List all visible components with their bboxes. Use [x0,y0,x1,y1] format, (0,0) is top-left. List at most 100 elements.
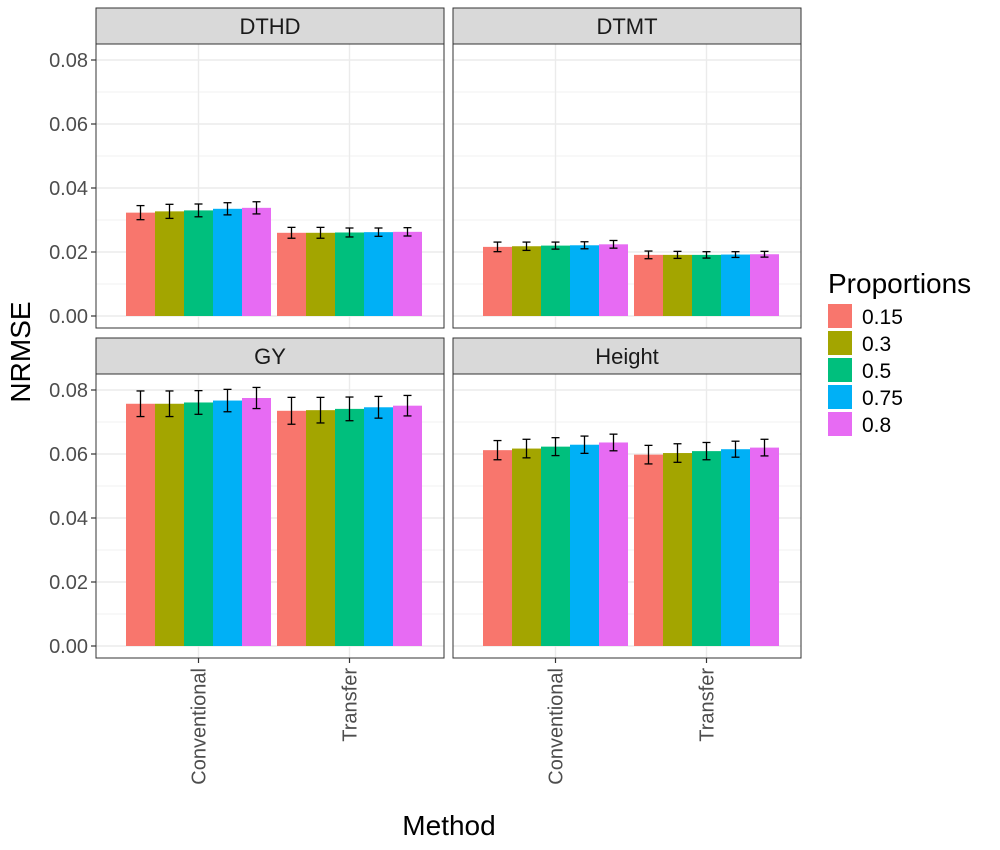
bar-dthd-conventional-0.3 [155,211,184,316]
panel-border [95,43,445,329]
y-axis-title: NRMSE [5,301,36,402]
y-tick-label: 0.06 [49,114,88,136]
bar-height-transfer-0.5 [692,451,721,646]
error-bar [731,440,740,458]
panel-border [452,43,802,329]
legend-label: 0.5 [862,360,891,383]
facet-strip-label: DTHD [239,14,300,39]
bar-height-conventional-0.15 [483,450,512,646]
facet-strip [95,7,445,45]
legend-swatch [828,358,852,382]
error-bar [644,444,653,465]
error-bar [223,388,232,413]
error-bar [702,251,711,259]
bar-dtmt-transfer-0.15 [634,254,663,316]
legend: Proportions 0.15 0.3 0.5 0.75 0.8 [828,268,971,437]
legend-label: 0.75 [862,387,903,410]
bar-dthd-conventional-0.5 [184,210,213,316]
bar-gy-conventional-0.15 [126,403,155,646]
error-bar [316,396,325,424]
legend-item-0.5: 0.5 [828,358,891,383]
y-tick-label: 0.04 [49,508,88,530]
bar-gy-transfer-0.75 [364,407,393,646]
bar-height-transfer-0.3 [663,453,692,646]
legend-swatch [828,331,852,355]
error-bar [165,203,174,220]
error-bar [493,241,502,253]
error-bar [731,251,740,259]
error-bar [609,239,618,249]
error-bar [580,435,589,455]
error-bar [136,204,145,221]
error-bar [673,443,682,463]
facet-strip [452,7,802,45]
error-bar [580,241,589,250]
legend-label: 0.15 [862,306,903,329]
bar-dthd-conventional-0.75 [213,208,242,316]
error-bar [609,433,618,452]
facet-panel-dtmt: DTMT [452,7,802,329]
facet-strip-label: Height [595,344,659,369]
error-bar [287,226,296,239]
error-bar [760,250,769,258]
error-bar [551,241,560,250]
error-bar [136,390,145,418]
error-bar [165,390,174,418]
legend-swatch [828,412,852,436]
bar-gy-transfer-0.15 [277,410,306,646]
facet-strip [452,337,802,375]
facet-panel-height: Height [452,337,802,659]
y-tick-label: 0.04 [49,178,88,200]
legend-swatch [828,304,852,328]
bar-dthd-conventional-0.15 [126,212,155,316]
error-bar [403,227,412,237]
bar-dthd-transfer-0.3 [306,232,335,316]
error-bar [194,203,203,218]
x-axis-layer: Conventional Transfer Conventional Transfer [189,658,719,785]
legend-item-0.75: 0.75 [828,385,903,410]
error-bar [316,226,325,239]
legend-item-0.8: 0.8 [828,412,891,437]
panel-border [95,373,445,659]
bar-dtmt-conventional-0.5 [541,245,570,316]
x-tick-label: Conventional [189,668,211,785]
error-bar [551,437,560,457]
error-bar [223,202,232,216]
x-tick-label: Transfer [340,668,362,742]
legend-label: 0.3 [862,333,891,356]
y-tick-label: 0.08 [49,50,88,72]
bar-dthd-transfer-0.15 [277,232,306,316]
bar-height-conventional-0.5 [541,446,570,646]
error-bar [252,386,261,410]
bar-gy-conventional-0.75 [213,400,242,646]
facet-panel-dthd: DTHD [95,7,445,329]
error-bar [522,241,531,252]
y-tick-label: 0.06 [49,444,88,466]
panels-layer: DTHD DTMT GY Height [95,7,802,659]
bar-gy-transfer-0.3 [306,410,335,646]
error-bar [345,396,354,422]
legend-item-0.3: 0.3 [828,331,891,356]
bar-gy-transfer-0.8 [393,405,422,646]
facet-strip-label: DTMT [596,14,657,39]
error-bar [760,438,769,457]
bar-dtmt-conventional-0.3 [512,246,541,316]
bar-dtmt-conventional-0.75 [570,245,599,316]
bar-dtmt-transfer-0.5 [692,254,721,316]
bar-dthd-transfer-0.5 [335,232,364,316]
error-bar [403,394,412,417]
y-axis-layer: 0.00 0.02 0.04 0.06 0.08 0.00 0.02 0.04 0.06 0.08 [49,50,96,658]
bar-dthd-conventional-0.8 [242,207,271,316]
bar-height-conventional-0.3 [512,448,541,646]
facet-panel-gy: GY [95,337,445,659]
error-bar [522,438,531,459]
y-tick-label: 0.00 [49,636,88,658]
bar-gy-conventional-0.8 [242,398,271,646]
legend-title: Proportions [828,268,971,299]
bar-height-transfer-0.15 [634,454,663,646]
bar-height-transfer-0.75 [721,449,750,646]
x-axis-title: Method [402,810,495,841]
facet-strip [95,337,445,375]
bar-height-conventional-0.75 [570,444,599,646]
error-bar [493,439,502,461]
